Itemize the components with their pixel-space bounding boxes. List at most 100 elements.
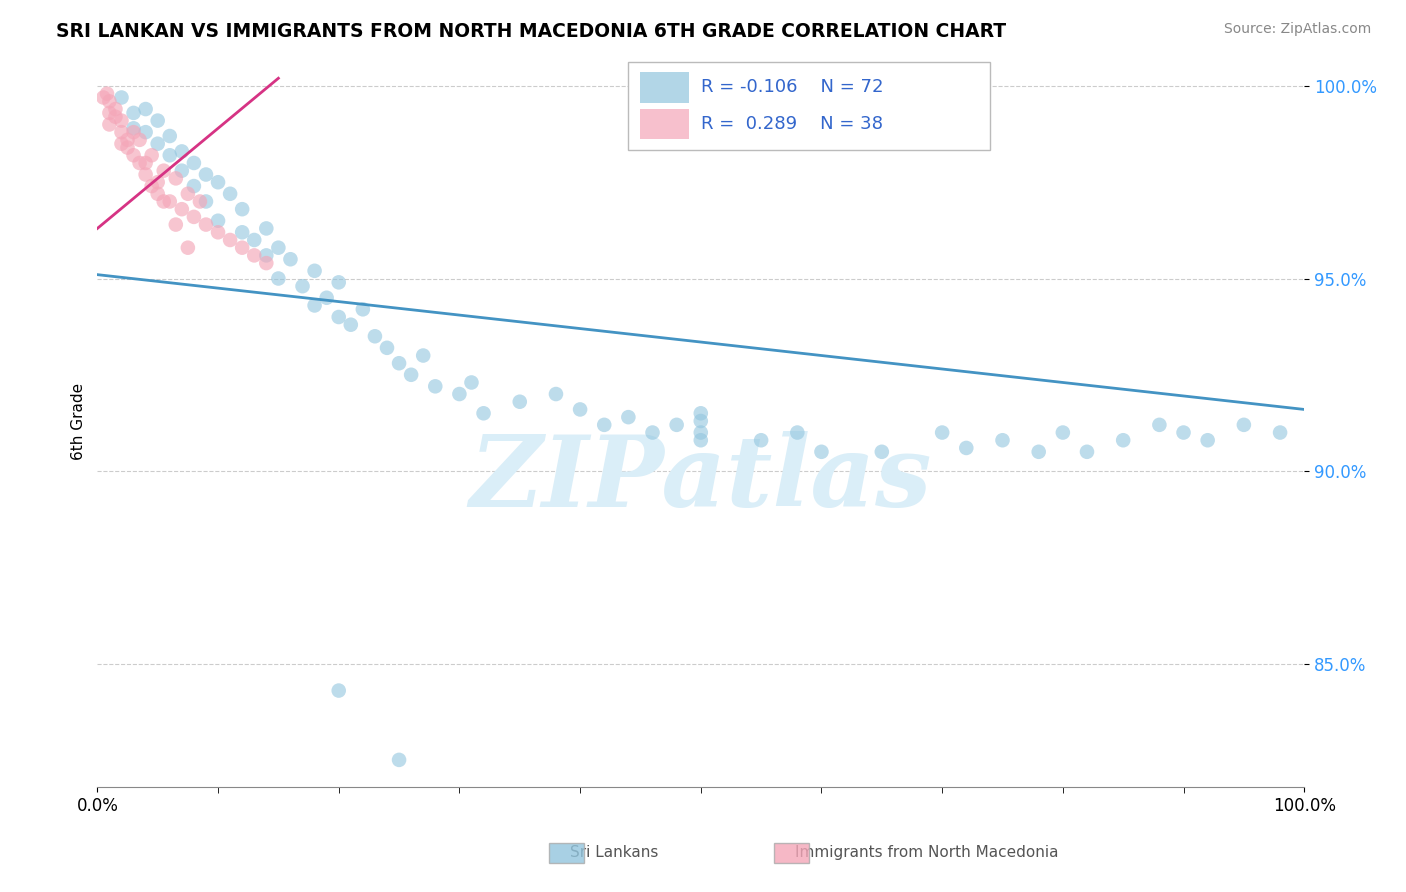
Point: [328, 683, 350, 698]
Point: [98, 95, 121, 109]
Point: [1173, 425, 1195, 440]
Point: [254, 256, 277, 270]
Point: [399, 368, 422, 382]
Point: [219, 186, 242, 201]
Point: [122, 148, 145, 162]
Point: [207, 225, 229, 239]
Point: [931, 425, 953, 440]
Point: [117, 133, 139, 147]
Point: [98, 106, 121, 120]
Point: [141, 148, 163, 162]
Point: [159, 148, 181, 162]
Point: [425, 379, 447, 393]
Point: [1028, 444, 1050, 458]
Point: [117, 140, 139, 154]
Point: [135, 125, 157, 139]
Point: [243, 233, 266, 247]
Point: [183, 179, 205, 194]
Text: R =  0.289    N = 38: R = 0.289 N = 38: [700, 115, 883, 133]
Point: [135, 102, 157, 116]
Point: [339, 318, 361, 332]
Text: Sri Lankans: Sri Lankans: [569, 845, 658, 860]
Point: [177, 186, 200, 201]
FancyBboxPatch shape: [628, 62, 990, 150]
Point: [152, 163, 174, 178]
Point: [141, 179, 163, 194]
Point: [207, 175, 229, 189]
Point: [449, 387, 471, 401]
Point: [219, 233, 242, 247]
Point: [786, 425, 808, 440]
Point: [96, 87, 118, 101]
Point: [569, 402, 592, 417]
Point: [165, 171, 187, 186]
Point: [104, 102, 127, 116]
Point: [254, 221, 277, 235]
Point: [1112, 434, 1135, 448]
Point: [870, 444, 893, 458]
Point: [194, 168, 217, 182]
Point: [1233, 417, 1256, 432]
Point: [146, 175, 169, 189]
Point: [135, 156, 157, 170]
Point: [689, 434, 711, 448]
Point: [122, 125, 145, 139]
Point: [460, 376, 482, 390]
Text: Immigrants from North Macedonia: Immigrants from North Macedonia: [794, 845, 1059, 860]
Point: [188, 194, 211, 209]
Point: [315, 291, 337, 305]
Point: [93, 90, 115, 104]
Point: [170, 202, 193, 217]
Point: [231, 241, 253, 255]
Text: SRI LANKAN VS IMMIGRANTS FROM NORTH MACEDONIA 6TH GRADE CORRELATION CHART: SRI LANKAN VS IMMIGRANTS FROM NORTH MACE…: [56, 22, 1007, 41]
Point: [412, 349, 434, 363]
Point: [328, 310, 350, 324]
Point: [1268, 425, 1291, 440]
Point: [159, 194, 181, 209]
Point: [509, 394, 531, 409]
Point: [749, 434, 772, 448]
Point: [194, 194, 217, 209]
Point: [243, 248, 266, 262]
Point: [689, 425, 711, 440]
Bar: [641, 72, 689, 103]
Point: [98, 118, 121, 132]
Y-axis label: 6th Grade: 6th Grade: [72, 383, 86, 459]
Text: Source: ZipAtlas.com: Source: ZipAtlas.com: [1223, 22, 1371, 37]
Point: [267, 271, 290, 285]
Point: [388, 356, 411, 370]
Point: [291, 279, 314, 293]
Point: [689, 414, 711, 428]
Point: [183, 210, 205, 224]
Point: [170, 145, 193, 159]
Point: [177, 241, 200, 255]
Point: [689, 406, 711, 420]
Bar: [641, 109, 689, 139]
Point: [165, 218, 187, 232]
Point: [122, 106, 145, 120]
Point: [810, 444, 832, 458]
Point: [146, 136, 169, 151]
Point: [183, 156, 205, 170]
Point: [641, 425, 664, 440]
Text: ZIPatlas: ZIPatlas: [470, 431, 932, 528]
Point: [254, 248, 277, 262]
Point: [1197, 434, 1219, 448]
Point: [194, 218, 217, 232]
Point: [991, 434, 1014, 448]
Point: [135, 168, 157, 182]
Point: [388, 753, 411, 767]
Point: [122, 121, 145, 136]
Point: [159, 128, 181, 143]
Point: [110, 113, 132, 128]
Point: [1052, 425, 1074, 440]
Point: [110, 136, 132, 151]
Point: [104, 110, 127, 124]
Point: [665, 417, 688, 432]
Point: [152, 194, 174, 209]
Point: [352, 302, 374, 317]
Point: [128, 133, 150, 147]
Point: [128, 156, 150, 170]
Point: [146, 113, 169, 128]
Point: [364, 329, 387, 343]
